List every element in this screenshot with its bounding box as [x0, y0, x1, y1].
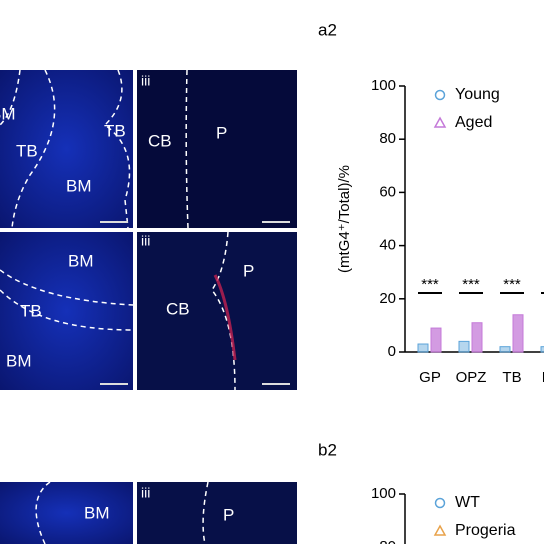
image-label: iii — [141, 233, 150, 249]
image-label: BM — [66, 176, 92, 195]
y-tick-label: 40 — [379, 237, 396, 254]
micrograph — [137, 232, 297, 390]
bar — [499, 346, 511, 353]
y-tick-label: 0 — [388, 343, 396, 360]
image-label: BM — [84, 503, 110, 522]
legend-label: Aged — [455, 114, 492, 131]
bar — [540, 346, 544, 353]
legend-label: WT — [455, 494, 480, 511]
image-label: CB — [148, 131, 172, 150]
micrograph — [0, 482, 133, 544]
bar — [430, 327, 442, 353]
micrograph — [0, 232, 133, 390]
bar — [458, 340, 470, 353]
image-label: BM — [0, 104, 16, 123]
y-tick-label: 80 — [379, 130, 396, 147]
signal — [213, 274, 237, 361]
image-label: TB — [16, 141, 38, 160]
bar — [471, 322, 483, 353]
significance: *** — [503, 276, 521, 293]
y-tick-label: 80 — [379, 538, 396, 544]
micrograph — [137, 482, 297, 544]
significance: *** — [462, 276, 480, 293]
legend-marker — [433, 524, 447, 536]
image-label: P — [243, 261, 254, 280]
image-label: BM — [68, 251, 94, 270]
image-label: CB — [166, 299, 190, 318]
x-tick-label: BM — [542, 369, 544, 386]
legend-label: Progeria — [455, 522, 516, 539]
y-tick-label: 100 — [371, 77, 396, 94]
legend-marker — [433, 116, 447, 128]
panel-label: b2 — [318, 440, 337, 459]
x-tick-label: GP — [419, 369, 441, 386]
legend-marker — [434, 89, 446, 101]
y-tick-label: 60 — [379, 183, 396, 200]
y-tick-label: 100 — [371, 485, 396, 502]
y-tick-label: 20 — [379, 290, 396, 307]
image-label: TB — [104, 121, 126, 140]
bar — [512, 314, 524, 353]
boundary — [0, 69, 134, 331]
panel-label: a2 — [318, 20, 337, 39]
legend-label: Young — [455, 86, 500, 103]
significance: *** — [421, 276, 439, 293]
boundary — [35, 69, 236, 544]
image-label: TB — [20, 301, 42, 320]
image-label: iii — [141, 485, 150, 501]
x-tick-label: TB — [502, 369, 521, 386]
legend-marker — [434, 497, 446, 509]
micrograph — [0, 70, 133, 228]
x-tick-label: OPZ — [456, 369, 487, 386]
image-label: BM — [6, 351, 32, 370]
image-label: P — [216, 123, 227, 142]
bar — [417, 343, 429, 353]
image-label: P — [223, 505, 234, 524]
image-label: iii — [141, 73, 150, 89]
micrograph — [137, 70, 297, 228]
y-axis-label: (mtG4⁺/Total)/% — [336, 165, 353, 273]
image-labels: BM TB TB BM iii CB P BM TB BM iii CB P B… — [0, 73, 254, 525]
